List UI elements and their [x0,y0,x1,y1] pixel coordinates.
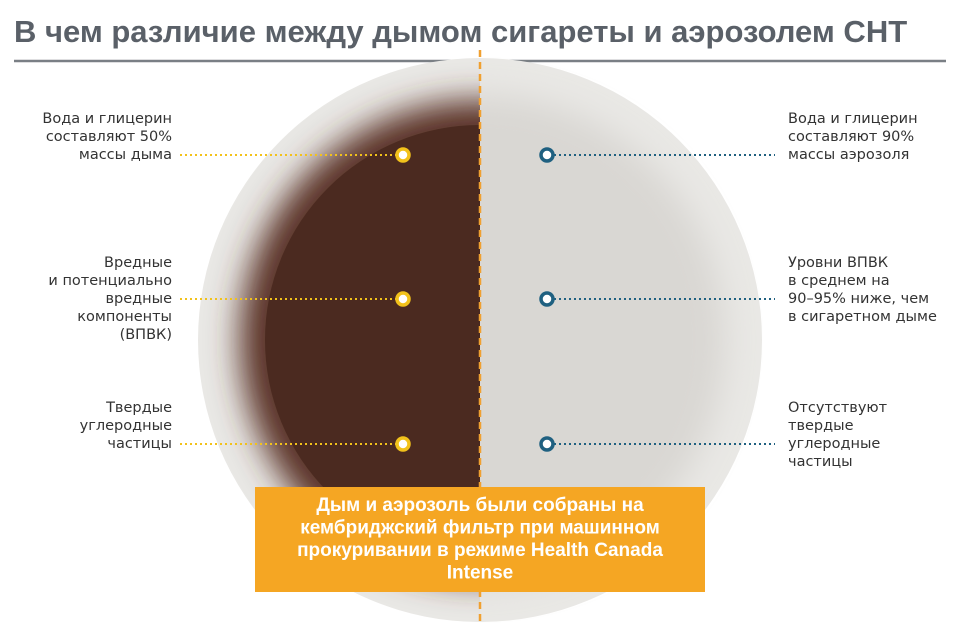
right-label: в сигаретном дыме [788,309,937,325]
right-label: углеродные [788,436,880,452]
smoke-half [240,100,480,580]
note-line: Intense [447,563,514,584]
left-label: (ВПВК) [120,327,172,343]
right-label: Отсутствуют [788,400,888,416]
left-label: и потенциально [48,273,172,289]
note-line: Дым и аэрозоль были собраны на [316,495,644,516]
right-label: частицы [788,454,853,470]
right-label: 90–95% ниже, чем [788,291,929,307]
marker [539,291,555,307]
marker [395,291,411,307]
left-label: массы дыма [79,147,172,163]
aerosol-half [480,95,725,585]
note-box [255,487,705,592]
right-label: в среднем на [788,273,890,289]
left-label: углеродные [80,418,172,434]
note-line: прокуривании в режиме Health Canada [297,540,663,561]
title: В чем различие между дымом сигареты и аэ… [14,14,907,49]
marker [395,436,411,452]
left-label: вредные [105,291,172,307]
right-label: массы аэрозоля [788,147,909,163]
left-label: Вода и глицерин [42,111,172,127]
left-label: компоненты [77,309,172,325]
left-label: Твердые [105,400,172,416]
marker [395,147,411,163]
right-label: Уровни ВПВК [788,255,889,271]
marker [539,436,555,452]
right-label: составляют 90% [788,129,914,145]
right-label: Вода и глицерин [788,111,918,127]
marker [539,147,555,163]
note-line: кембриджский фильтр при машинном [300,518,660,539]
left-label: Вредные [104,255,172,271]
left-label: частицы [107,436,172,452]
right-label: твердые [788,418,854,434]
left-label: составляют 50% [46,129,172,145]
